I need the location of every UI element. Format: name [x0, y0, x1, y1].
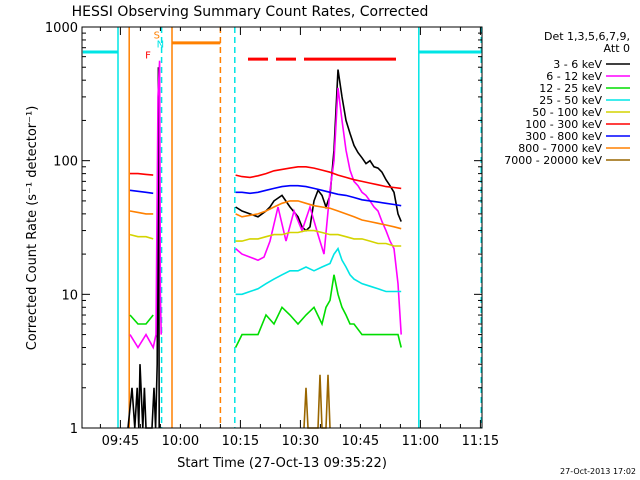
plot-area: SNF [82, 27, 482, 429]
legend-header-line-1: Det 1,3,5,6,7,9, [544, 30, 630, 43]
legend-label: 300 - 800 keV [525, 130, 602, 143]
y-tick-label: 100 [53, 155, 78, 170]
flag-letter: N [157, 40, 164, 51]
x-tick-label: 10:30 [282, 434, 319, 449]
legend-label: 3 - 6 keV [553, 58, 602, 71]
series-line [235, 166, 402, 190]
series-line [234, 274, 402, 348]
series-line [129, 233, 154, 240]
series-line [235, 87, 402, 335]
y-tick-label: 1 [70, 422, 78, 437]
series-line [235, 200, 402, 230]
y-tick-label: 10 [61, 288, 78, 303]
flag-letter: F [145, 51, 151, 62]
footer-date: 27-Oct-2013 17:02 [560, 467, 636, 476]
x-tick-label: 10:15 [222, 434, 259, 449]
plot-frame [81, 26, 483, 429]
series-line [235, 229, 402, 247]
x-tick-label: 10:45 [342, 434, 379, 449]
series-line [129, 189, 154, 195]
legend-label: 12 - 25 keV [539, 82, 602, 95]
series-line [127, 67, 160, 429]
legend-label: 25 - 50 keV [539, 94, 602, 107]
x-tick-label: 11:15 [462, 434, 499, 449]
legend-label: 100 - 300 keV [525, 118, 602, 131]
x-tick-label: 09:45 [102, 434, 139, 449]
y-axis-label: Corrected Count Rate (s⁻¹ detector⁻¹) [25, 106, 40, 351]
legend-label: 800 - 7000 keV [518, 142, 602, 155]
legend-label: 7000 - 20000 keV [504, 154, 602, 167]
series-line [235, 184, 402, 207]
x-axis: 09:45 10:00 10:15 10:30 10:45 11:00 11:15 [99, 27, 499, 449]
chart-title: HESSI Observing Summary Count Rates, Cor… [72, 4, 429, 20]
legend-label: 6 - 12 keV [546, 70, 602, 83]
y-tick-label: 1000 [45, 21, 78, 36]
flag-letter: S [154, 31, 160, 42]
series-line [130, 172, 154, 176]
legend-header-line-2: Att 0 [604, 42, 630, 55]
y-axis: 1 10 100 1000 [45, 21, 482, 437]
x-axis-label: Start Time (27-Oct-13 09:35:22) [177, 456, 387, 471]
series-line [129, 314, 154, 325]
legend-label: 50 - 100 keV [532, 106, 602, 119]
series-line [129, 210, 154, 215]
series-line [303, 374, 331, 429]
x-tick-label: 10:00 [162, 434, 199, 449]
x-tick-label: 11:00 [402, 434, 439, 449]
series-line [129, 60, 162, 350]
series-line [235, 246, 402, 296]
